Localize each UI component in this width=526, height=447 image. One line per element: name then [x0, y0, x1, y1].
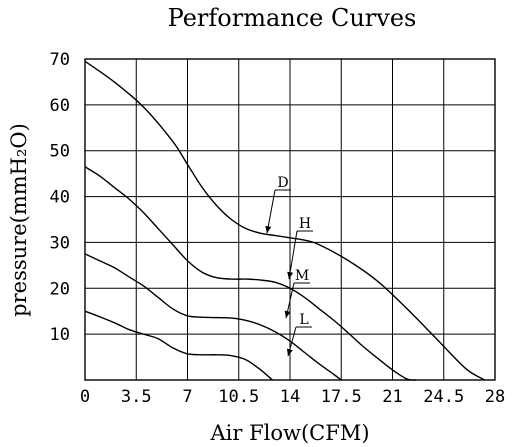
x-tick-labels: 0 3.5 7 10.5 14 17.5 21 24.5 28: [80, 387, 505, 407]
x-tick-label: 17.5: [321, 387, 362, 407]
y-tick-label: 20: [50, 279, 70, 299]
y-tick-label: 30: [50, 233, 70, 253]
leader-line: [288, 230, 298, 280]
series-label-d: D: [277, 175, 288, 191]
x-tick-label: 0: [80, 387, 90, 407]
y-tick-label: 10: [50, 325, 70, 345]
plot-frame: [84, 58, 496, 381]
x-tick-label: 14: [280, 387, 300, 407]
leader-arrowhead: [287, 271, 294, 280]
chart-title: Performance Curves: [168, 4, 417, 32]
series-line-d: [84, 60, 486, 381]
x-tick-label: 21: [382, 387, 402, 407]
y-tick-label: 40: [50, 188, 70, 208]
series-line-h: [84, 166, 417, 381]
x-tick-label: 10.5: [218, 387, 259, 407]
series-line-m: [84, 253, 342, 381]
x-tick-label: 3.5: [121, 387, 152, 407]
grid: [85, 59, 495, 380]
x-tick-label: 28: [485, 387, 505, 407]
leader-arrowhead: [286, 348, 293, 357]
y-tick-label: 70: [50, 50, 70, 70]
leader-line: [266, 189, 276, 234]
y-tick-label: 60: [50, 96, 70, 116]
series-line-l: [84, 310, 273, 381]
leader-arrowhead: [265, 225, 272, 234]
y-tick-labels: 10 20 30 40 50 60 70: [50, 50, 70, 345]
series-label-l: L: [299, 312, 308, 328]
leader-arrowhead: [284, 310, 291, 319]
series-labels: D H M L: [265, 175, 313, 357]
series-label-m: M: [295, 268, 309, 284]
x-tick-label: 7: [182, 387, 192, 407]
series-label-h: H: [299, 216, 311, 232]
y-tick-label: 50: [50, 142, 70, 162]
series-curves: [84, 60, 486, 381]
y-axis-label: pressure(mmH₂O): [7, 123, 31, 317]
x-tick-label: 24.5: [423, 387, 464, 407]
x-axis-label: Air Flow(CFM): [209, 421, 369, 445]
